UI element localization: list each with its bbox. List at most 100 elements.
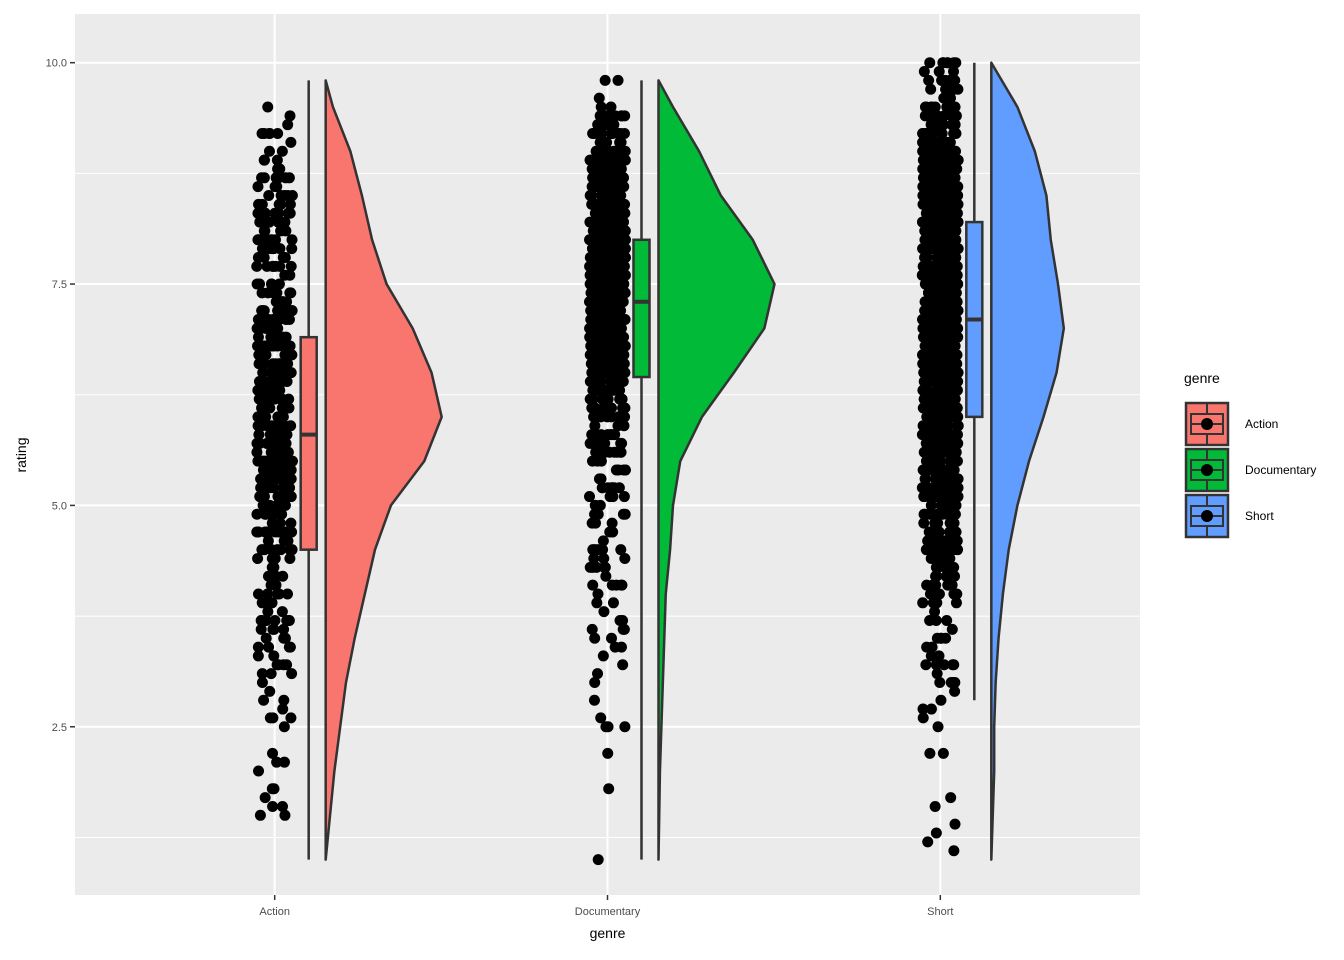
data-point bbox=[924, 747, 936, 759]
data-point bbox=[595, 101, 607, 113]
data-point bbox=[608, 198, 620, 210]
data-point bbox=[618, 367, 630, 379]
data-point bbox=[601, 225, 613, 237]
data-point bbox=[936, 278, 948, 290]
data-point bbox=[932, 234, 944, 246]
data-point bbox=[256, 287, 268, 299]
data-point bbox=[592, 588, 604, 600]
data-point bbox=[599, 331, 611, 343]
axes: 2.5 5.0 7.5 10.0 Action Documentary Short bbox=[46, 58, 954, 918]
data-point bbox=[934, 455, 946, 467]
data-point bbox=[282, 588, 294, 600]
data-point bbox=[612, 269, 624, 281]
data-point bbox=[592, 119, 604, 131]
data-point bbox=[609, 641, 621, 653]
data-point bbox=[923, 375, 935, 387]
box-iqr bbox=[299, 335, 318, 551]
data-point bbox=[278, 721, 290, 733]
data-point bbox=[618, 349, 630, 361]
data-point bbox=[923, 544, 935, 556]
legend-label: Action bbox=[1245, 417, 1278, 431]
data-point bbox=[286, 455, 298, 467]
data-point bbox=[619, 721, 631, 733]
data-point bbox=[940, 287, 952, 299]
data-point bbox=[252, 650, 264, 662]
data-point bbox=[923, 163, 935, 175]
data-point bbox=[917, 198, 929, 210]
legend-title: genre bbox=[1184, 370, 1220, 386]
data-point bbox=[256, 676, 268, 688]
data-point bbox=[265, 668, 277, 680]
data-point bbox=[589, 402, 601, 414]
data-point bbox=[946, 358, 958, 370]
data-point bbox=[925, 340, 937, 352]
data-point bbox=[591, 429, 603, 441]
data-point bbox=[941, 269, 953, 281]
violin-half bbox=[990, 61, 1066, 861]
data-point bbox=[261, 526, 273, 538]
data-point bbox=[946, 623, 958, 635]
data-point bbox=[277, 703, 289, 715]
data-point bbox=[938, 535, 950, 547]
legend-key-documentary: Documentary bbox=[1184, 447, 1316, 493]
data-point bbox=[938, 92, 950, 104]
data-point bbox=[608, 482, 620, 494]
data-point bbox=[584, 491, 596, 503]
data-point bbox=[285, 517, 297, 529]
data-point bbox=[609, 331, 621, 343]
data-point bbox=[924, 57, 936, 69]
data-point bbox=[594, 136, 606, 148]
data-point bbox=[942, 154, 954, 166]
data-point bbox=[947, 83, 959, 95]
data-point bbox=[938, 110, 950, 122]
data-point bbox=[615, 544, 627, 556]
data-point bbox=[926, 464, 938, 476]
data-point bbox=[267, 243, 279, 255]
data-point bbox=[267, 287, 279, 299]
data-point bbox=[602, 429, 614, 441]
data-point bbox=[619, 287, 631, 299]
data-point bbox=[933, 650, 945, 662]
data-point bbox=[941, 411, 953, 423]
data-point bbox=[263, 190, 275, 202]
legend-point bbox=[1201, 510, 1213, 522]
data-point bbox=[284, 207, 296, 219]
y-tick-label: 7.5 bbox=[52, 279, 67, 291]
data-point bbox=[608, 367, 620, 379]
data-point bbox=[931, 154, 943, 166]
data-point bbox=[951, 216, 963, 228]
data-point bbox=[612, 74, 624, 86]
data-point bbox=[589, 499, 601, 511]
data-point bbox=[613, 296, 625, 308]
data-point bbox=[919, 110, 931, 122]
data-point bbox=[937, 313, 949, 325]
data-point bbox=[283, 172, 295, 184]
data-point bbox=[947, 544, 959, 556]
data-point bbox=[251, 446, 263, 458]
data-point bbox=[586, 623, 598, 635]
data-point bbox=[282, 473, 294, 485]
data-point bbox=[279, 499, 291, 511]
data-point bbox=[274, 331, 286, 343]
data-point bbox=[278, 251, 290, 263]
data-point bbox=[268, 437, 280, 449]
data-point bbox=[268, 508, 280, 520]
data-point bbox=[263, 216, 275, 228]
data-point bbox=[266, 278, 278, 290]
data-point bbox=[618, 331, 630, 343]
data-point bbox=[950, 482, 962, 494]
data-point bbox=[942, 225, 954, 237]
data-point bbox=[603, 783, 615, 795]
data-point bbox=[264, 685, 276, 697]
data-point bbox=[587, 243, 599, 255]
data-point bbox=[278, 429, 290, 441]
data-point bbox=[265, 331, 277, 343]
data-point bbox=[260, 615, 272, 627]
y-tick-label: 2.5 bbox=[52, 722, 67, 734]
data-point bbox=[277, 659, 289, 671]
data-point bbox=[600, 119, 612, 131]
data-point bbox=[927, 597, 939, 609]
data-point bbox=[951, 588, 963, 600]
data-point bbox=[277, 402, 289, 414]
data-point bbox=[276, 437, 288, 449]
